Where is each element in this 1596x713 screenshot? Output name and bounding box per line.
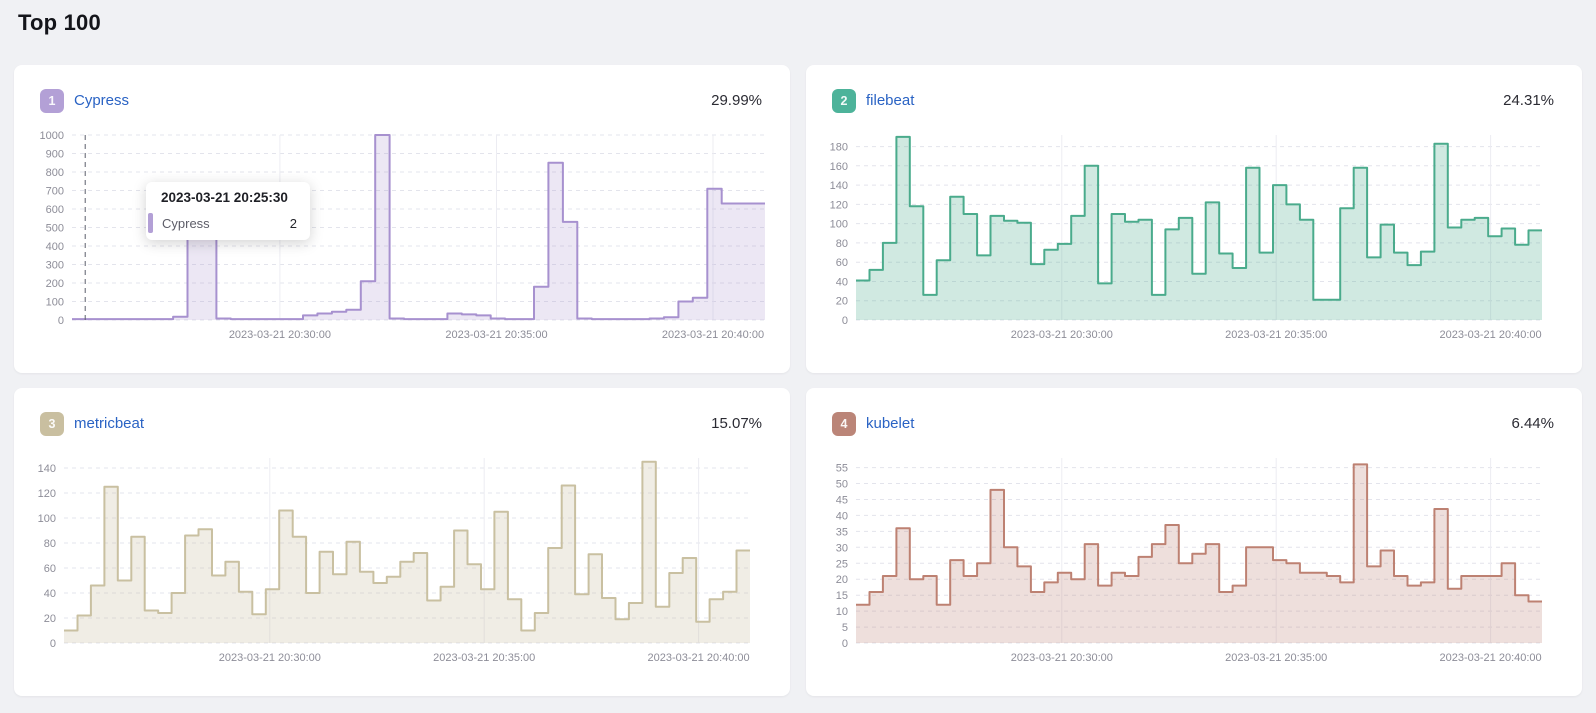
svg-text:45: 45: [836, 495, 848, 507]
series-link-kubelet[interactable]: kubelet: [866, 415, 915, 432]
rank-badge: 1: [40, 89, 64, 113]
series-link-filebeat[interactable]: filebeat: [866, 92, 915, 109]
svg-text:20: 20: [44, 613, 56, 625]
svg-text:20: 20: [836, 296, 848, 308]
cards-grid: 1 Cypress 29.99% 0 100 200 300 400 500 600 700 8…: [14, 65, 1582, 696]
svg-text:500: 500: [46, 223, 64, 235]
chart-canvas-filebeat[interactable]: 0 20 40 60 80 100 120 140 160 180 2023-03-21 20:30…: [818, 123, 1570, 355]
percent-value: 29.99%: [711, 92, 762, 109]
percent-value: 24.31%: [1503, 92, 1554, 109]
svg-text:2023-03-21 20:35:00: 2023-03-21 20:35:00: [433, 652, 535, 664]
svg-text:600: 600: [46, 204, 64, 216]
svg-text:5: 5: [842, 622, 848, 634]
area-chart-metricbeat: 0 20 40 60 80 100 120 140 2023-03-21 20:30:00 202…: [38, 458, 750, 664]
svg-text:2023-03-21 20:40:00: 2023-03-21 20:40:00: [662, 329, 764, 341]
svg-text:55: 55: [836, 463, 848, 475]
svg-text:35: 35: [836, 526, 848, 538]
svg-text:700: 700: [46, 186, 64, 198]
svg-text:60: 60: [836, 257, 848, 269]
svg-text:120: 120: [830, 199, 848, 211]
tooltip-row: Cypress 2: [146, 211, 310, 233]
svg-text:2023-03-21 20:40:00: 2023-03-21 20:40:00: [1440, 652, 1542, 664]
chart-card-filebeat: 2 filebeat 24.31% 0 20 40 60 80 100 120 140 160 1…: [806, 65, 1582, 373]
svg-text:2023-03-21 20:35:00: 2023-03-21 20:35:00: [445, 329, 547, 341]
area-chart-kubelet: 0 5 10 15 20 25 30 35 40 45 50 55 2023-03-21 20:30:0…: [836, 458, 1542, 664]
svg-text:100: 100: [830, 219, 848, 231]
svg-text:60: 60: [44, 563, 56, 575]
chart-tooltip: 2023-03-21 20:25:30 Cypress 2: [146, 182, 310, 240]
svg-text:2023-03-21 20:30:00: 2023-03-21 20:30:00: [219, 652, 321, 664]
svg-text:2023-03-21 20:30:00: 2023-03-21 20:30:00: [1011, 329, 1113, 341]
svg-text:300: 300: [46, 260, 64, 272]
chart-card-cypress: 1 Cypress 29.99% 0 100 200 300 400 500 600 700 8…: [14, 65, 790, 373]
svg-text:40: 40: [836, 277, 848, 289]
svg-text:0: 0: [842, 315, 848, 327]
svg-text:140: 140: [38, 463, 56, 475]
svg-text:180: 180: [830, 142, 848, 154]
svg-text:900: 900: [46, 149, 64, 161]
svg-text:2023-03-21 20:40:00: 2023-03-21 20:40:00: [1440, 329, 1542, 341]
svg-text:2023-03-21 20:35:00: 2023-03-21 20:35:00: [1225, 652, 1327, 664]
chart-canvas-cypress[interactable]: 0 100 200 300 400 500 600 700 800 900 1000 2023-03-…: [26, 123, 778, 355]
svg-text:10: 10: [836, 606, 848, 618]
chart-card-metricbeat: 3 metricbeat 15.07% 0 20 40 60 80 100 120 140 20…: [14, 388, 790, 696]
chart-canvas-metricbeat[interactable]: 0 20 40 60 80 100 120 140 2023-03-21 20:30:00 202…: [26, 446, 778, 678]
page-title: Top 100: [18, 10, 101, 35]
rank-badge: 4: [832, 412, 856, 436]
svg-text:160: 160: [830, 161, 848, 173]
svg-text:40: 40: [44, 588, 56, 600]
series-link-metricbeat[interactable]: metricbeat: [74, 415, 145, 432]
tooltip-series-value: 2: [289, 215, 297, 231]
svg-text:1000: 1000: [40, 130, 64, 142]
chart-canvas-kubelet[interactable]: 0 5 10 15 20 25 30 35 40 45 50 55 2023-03-21 20:30:0…: [818, 446, 1570, 678]
rank-badge: 3: [40, 412, 64, 436]
svg-text:120: 120: [38, 488, 56, 500]
svg-text:25: 25: [836, 558, 848, 570]
svg-text:40: 40: [836, 510, 848, 522]
svg-text:80: 80: [836, 238, 848, 250]
series-color-marker: [148, 213, 153, 233]
svg-text:2023-03-21 20:30:00: 2023-03-21 20:30:00: [229, 329, 331, 341]
svg-text:200: 200: [46, 278, 64, 290]
svg-text:2023-03-21 20:30:00: 2023-03-21 20:30:00: [1011, 652, 1113, 664]
chart-card-kubelet: 4 kubelet 6.44% 0 5 10 15 20 25 30 35 40 45 50 55 20…: [806, 388, 1582, 696]
tooltip-timestamp: 2023-03-21 20:25:30: [161, 190, 288, 205]
tooltip-series-name: Cypress: [162, 215, 210, 231]
svg-text:0: 0: [58, 315, 64, 327]
svg-text:100: 100: [46, 297, 64, 309]
svg-text:80: 80: [44, 538, 56, 550]
svg-text:0: 0: [50, 638, 56, 650]
area-chart-filebeat: 0 20 40 60 80 100 120 140 160 180 2023-03-21 20:30…: [830, 135, 1542, 341]
svg-text:100: 100: [38, 513, 56, 525]
svg-text:400: 400: [46, 241, 64, 253]
svg-text:15: 15: [836, 590, 848, 602]
percent-value: 6.44%: [1511, 415, 1554, 432]
percent-value: 15.07%: [711, 415, 762, 432]
area-chart-cypress: 0 100 200 300 400 500 600 700 800 900 1000 2023-03-…: [40, 130, 765, 341]
svg-text:20: 20: [836, 574, 848, 586]
svg-text:2023-03-21 20:40:00: 2023-03-21 20:40:00: [648, 652, 750, 664]
svg-text:0: 0: [842, 638, 848, 650]
series-link-cypress[interactable]: Cypress: [74, 92, 130, 109]
rank-badge: 2: [832, 89, 856, 113]
svg-text:140: 140: [830, 180, 848, 192]
svg-text:50: 50: [836, 479, 848, 491]
svg-text:30: 30: [836, 542, 848, 554]
svg-text:2023-03-21 20:35:00: 2023-03-21 20:35:00: [1225, 329, 1327, 341]
svg-text:800: 800: [46, 167, 64, 179]
